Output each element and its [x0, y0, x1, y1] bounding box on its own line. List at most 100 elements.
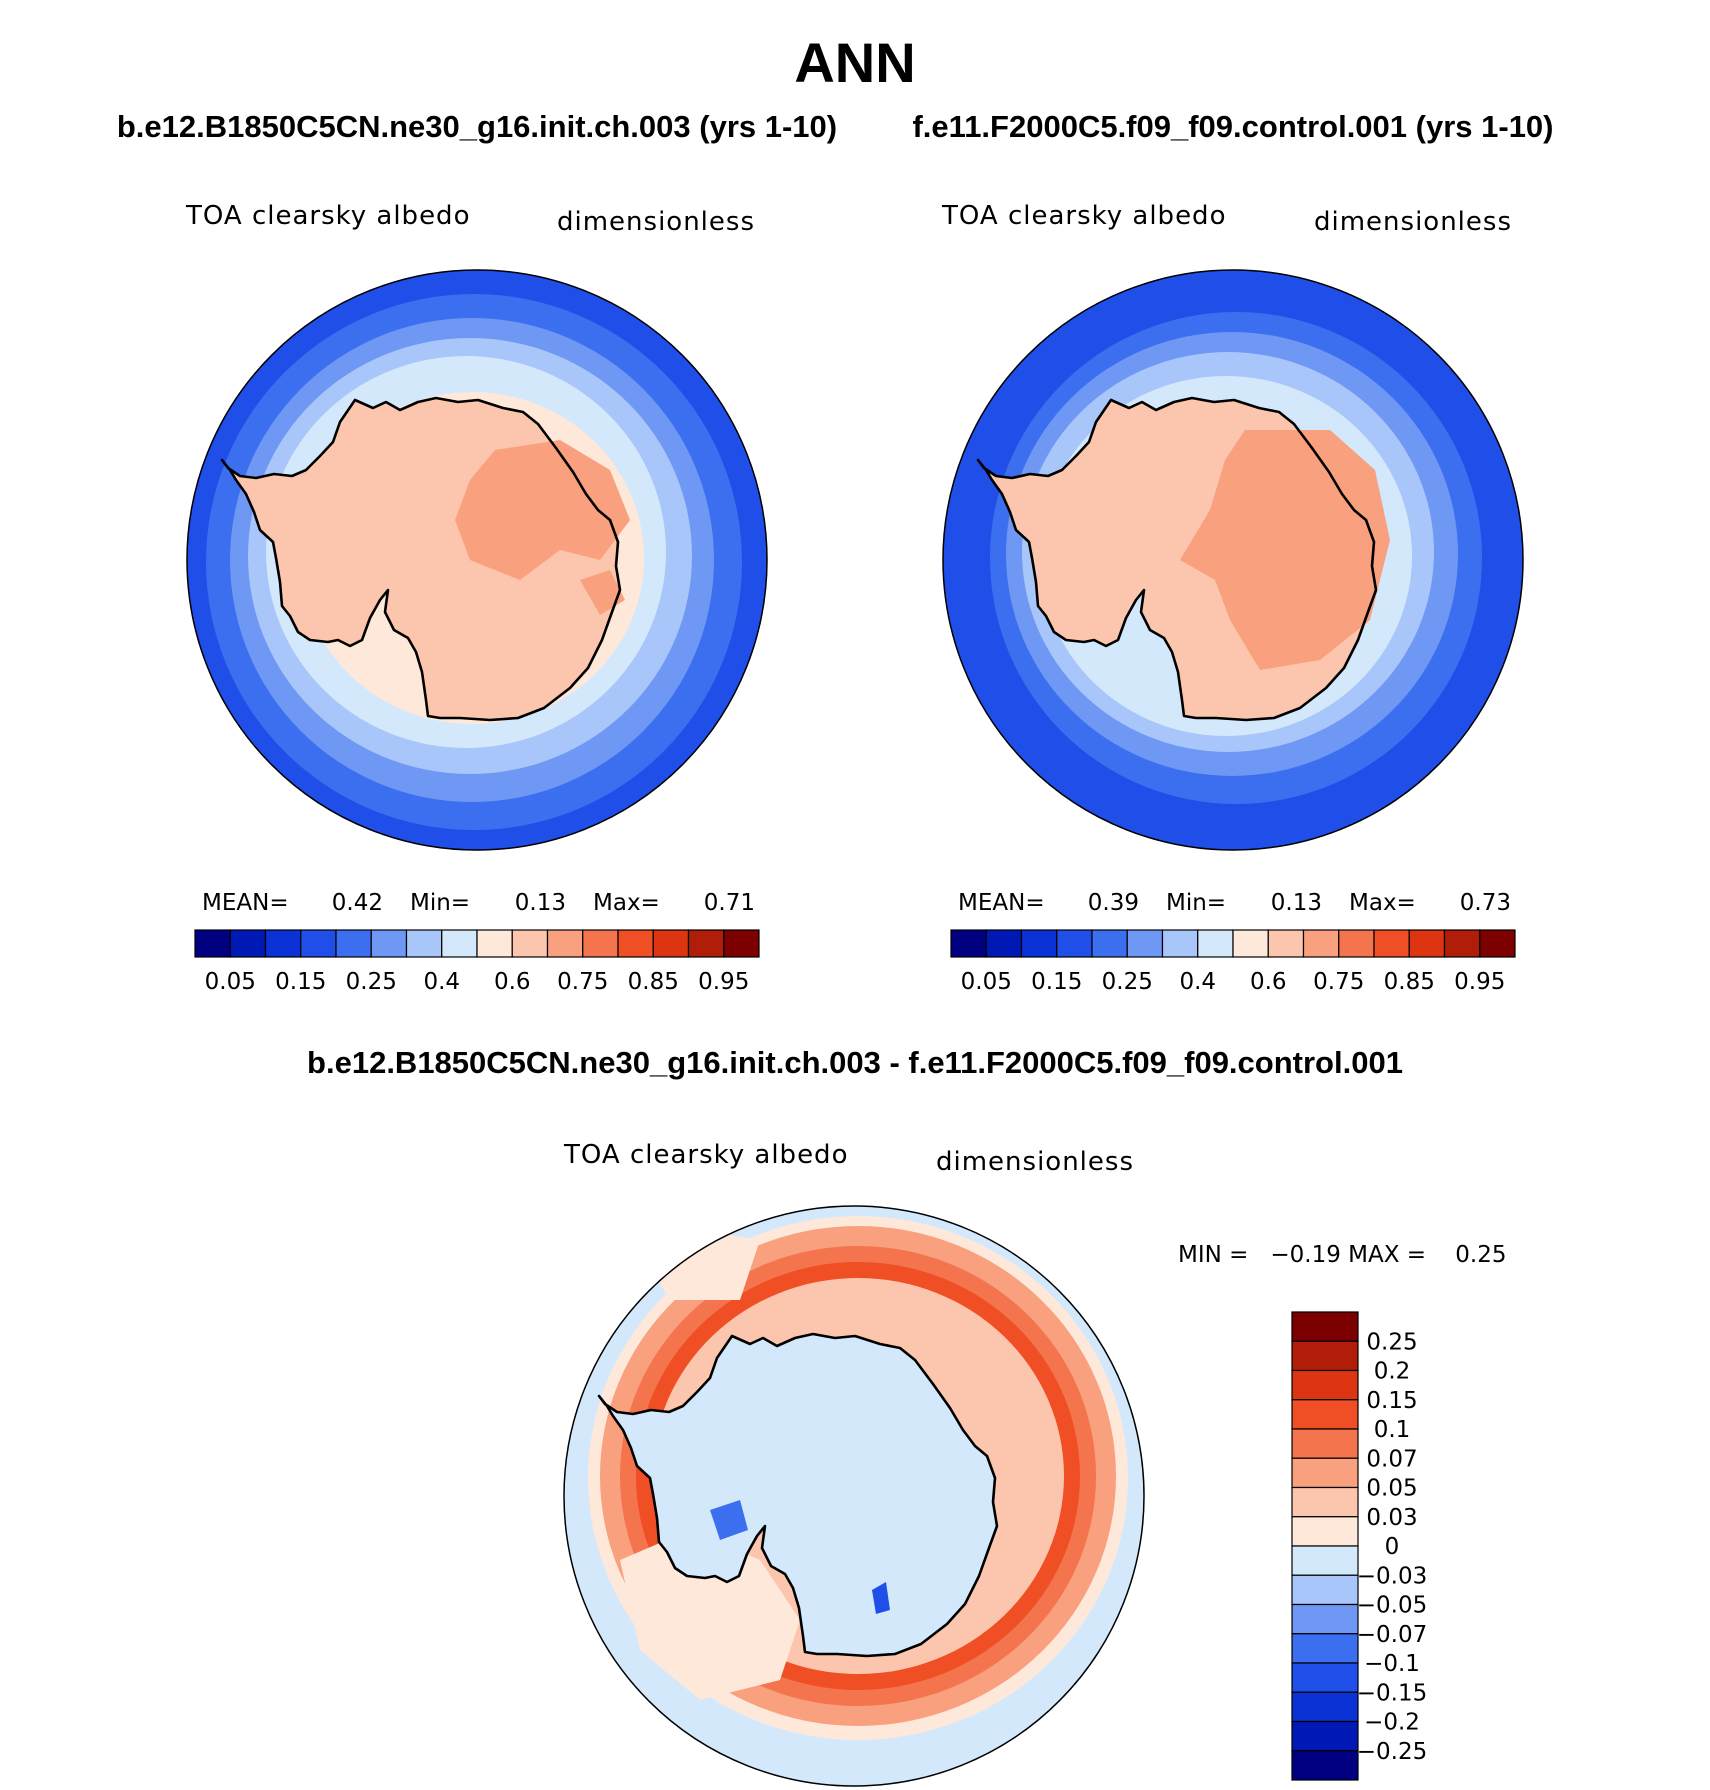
control-colorbar-swatch: [1197, 929, 1234, 958]
control-colorbar-tick-label: 0.95: [1454, 969, 1505, 995]
control-colorbar-swatch: [1056, 929, 1093, 958]
diff-colorbar-tick-label: −0.2: [1364, 1710, 1420, 1736]
test-min-value: 0.13: [515, 890, 566, 916]
diff-colorbar-swatch: [1291, 1662, 1359, 1693]
diff-panel: TOA clearsky albedo dimensionless MIN = …: [563, 1140, 1507, 1787]
control-colorbar-swatch: [1479, 929, 1516, 958]
diff-colorbar-swatch: [1291, 1486, 1359, 1518]
test-colorbar-swatch: [652, 929, 690, 958]
diff-colorbar-swatch: [1291, 1750, 1359, 1781]
test-colorbar-tick-label: 0.25: [346, 969, 397, 995]
test-max-label: Max=: [593, 890, 660, 916]
test-colorbar-swatch: [687, 929, 725, 958]
control-colorbar-tick-label: 0.6: [1250, 969, 1287, 995]
control-map: [943, 270, 1523, 850]
control-colorbar: 0.05 0.15 0.25 0.4 0.6 0.75 0.85 0.95: [950, 929, 1516, 995]
control-units-label: dimensionless: [1314, 207, 1512, 237]
control-colorbar-swatch: [1126, 929, 1164, 958]
control-mean-value: 0.39: [1088, 890, 1139, 916]
diff-variable-label: TOA clearsky albedo: [563, 1140, 848, 1170]
test-units-label: dimensionless: [557, 207, 755, 237]
diff-colorbar-tick-label: −0.05: [1357, 1593, 1427, 1619]
diff-colorbar-tick-label: 0.05: [1366, 1476, 1417, 1502]
diff-colorbar-tick-label: −0.07: [1357, 1622, 1427, 1648]
diff-colorbar: 0.25 0.2 0.15 0.1 0.07 0.05 0.03 0 −0.03 −0.05 −0.…: [1291, 1311, 1427, 1781]
diff-colorbar-swatch: [1291, 1457, 1359, 1489]
diff-colorbar-swatch: [1291, 1545, 1359, 1576]
diff-colorbar-swatch: [1291, 1603, 1359, 1635]
test-mean-label: MEAN=: [202, 890, 289, 916]
test-min-label: Min=: [410, 890, 470, 916]
diff-colorbar-swatch: [1291, 1428, 1359, 1459]
control-colorbar-tick-label: 0.4: [1179, 969, 1216, 995]
control-colorbar-swatch: [1373, 929, 1410, 958]
diff-colorbar-swatch: [1291, 1311, 1359, 1342]
test-map: [187, 270, 767, 850]
diff-case-title: b.e12.B1850C5CN.ne30_g16.init.ch.003 - f…: [307, 1045, 1403, 1080]
test-max-value: 0.71: [704, 890, 755, 916]
diff-colorbar-swatch: [1291, 1369, 1359, 1401]
test-colorbar-tick-label: 0.4: [423, 969, 460, 995]
control-min-label: Min=: [1166, 890, 1226, 916]
control-colorbar-swatch: [1232, 929, 1269, 958]
control-colorbar-tick-label: 0.25: [1102, 969, 1153, 995]
diff-colorbar-swatch: [1291, 1633, 1359, 1664]
season-title: ANN: [794, 31, 915, 94]
test-colorbar-swatch: [476, 929, 513, 958]
control-panel: TOA clearsky albedo dimensionless: [941, 201, 1524, 851]
test-colorbar-tick-label: 0.6: [494, 969, 531, 995]
diff-map: [564, 1206, 1144, 1786]
test-colorbar-tick-label: 0.85: [628, 969, 679, 995]
test-colorbar-tick-label: 0.15: [275, 969, 326, 995]
control-colorbar-tick-label: 0.75: [1313, 969, 1364, 995]
diff-colorbar-swatch: [1291, 1340, 1359, 1372]
diff-colorbar-tick-label: 0: [1385, 1534, 1400, 1560]
control-colorbar-swatch: [1267, 929, 1305, 958]
test-colorbar-swatch: [300, 929, 337, 958]
control-colorbar-tick-label: 0.85: [1384, 969, 1435, 995]
test-panel: TOA clearsky albedo dimensionless: [185, 201, 768, 851]
test-colorbar-tick-label: 0.95: [698, 969, 749, 995]
control-colorbar-swatch: [1443, 929, 1481, 958]
diff-colorbar-tick-label: 0.07: [1366, 1446, 1417, 1472]
test-colorbar-swatch: [441, 929, 478, 958]
diff-units-label: dimensionless: [936, 1147, 1134, 1177]
control-colorbar-swatch: [1020, 929, 1058, 958]
control-max-label: Max=: [1349, 890, 1416, 916]
diff-colorbar-tick-label: −0.25: [1357, 1739, 1427, 1765]
diff-colorbar-tick-label: 0.03: [1366, 1505, 1417, 1531]
test-colorbar-swatch: [264, 929, 302, 958]
diff-minmax-label: MIN = −0.19 MAX = 0.25: [1178, 1242, 1507, 1268]
test-colorbar-swatch: [335, 929, 372, 958]
test-colorbar-swatch: [511, 929, 549, 958]
control-stats: MEAN= 0.39 Min= 0.13 Max= 0.73: [958, 890, 1511, 916]
control-variable-label: TOA clearsky albedo: [941, 201, 1226, 231]
control-case-title: f.e11.F2000C5.f09_f09.control.001 (yrs 1…: [912, 109, 1553, 144]
diff-colorbar-swatch: [1291, 1399, 1359, 1430]
test-colorbar-swatch: [229, 929, 267, 958]
test-colorbar-swatch: [194, 929, 231, 958]
test-colorbar-swatch: [582, 929, 619, 958]
diff-colorbar-tick-label: −0.03: [1357, 1563, 1427, 1589]
test-case-title: b.e12.B1850C5CN.ne30_g16.init.ch.003 (yr…: [117, 109, 837, 144]
test-mean-value: 0.42: [332, 890, 383, 916]
control-colorbar-swatch: [1302, 929, 1340, 958]
control-colorbar-swatch: [1338, 929, 1375, 958]
test-colorbar: 0.05 0.15 0.25 0.4 0.6 0.75 0.85 0.95: [194, 929, 760, 995]
diff-colorbar-tick-label: 0.1: [1374, 1417, 1411, 1443]
diff-colorbar-tick-label: −0.1: [1364, 1651, 1420, 1677]
test-colorbar-tick-label: 0.75: [557, 969, 608, 995]
test-colorbar-swatch: [617, 929, 654, 958]
control-colorbar-tick-label: 0.05: [961, 969, 1012, 995]
test-colorbar-swatch: [723, 929, 760, 958]
control-colorbar-swatch: [1161, 929, 1199, 958]
control-max-value: 0.73: [1460, 890, 1511, 916]
diff-colorbar-swatch: [1291, 1574, 1359, 1606]
test-colorbar-swatch: [370, 929, 408, 958]
diff-colorbar-swatch: [1291, 1720, 1359, 1752]
control-colorbar-tick-label: 0.15: [1031, 969, 1082, 995]
control-colorbar-swatch: [1091, 929, 1128, 958]
diff-colorbar-tick-label: −0.15: [1357, 1680, 1427, 1706]
control-colorbar-swatch: [1408, 929, 1446, 958]
